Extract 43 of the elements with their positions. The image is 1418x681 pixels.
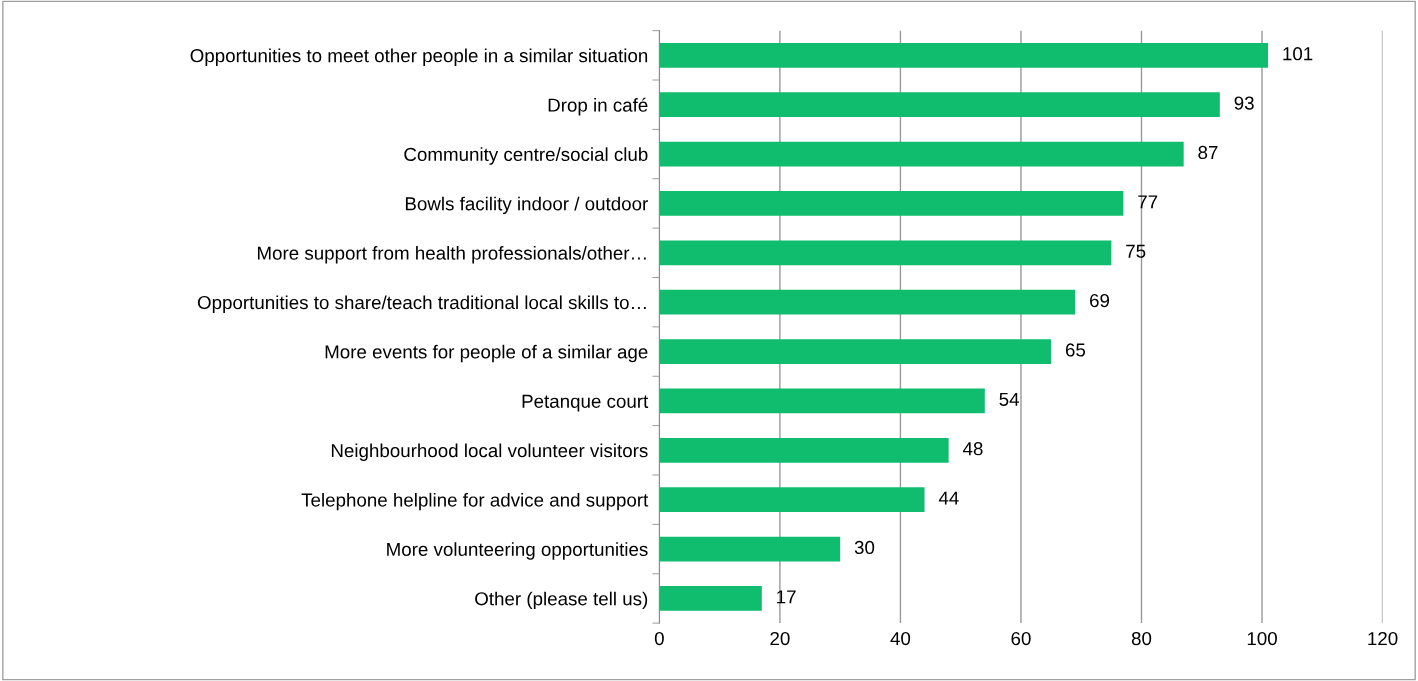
- data-label: 54: [999, 392, 1019, 406]
- data-label: 17: [777, 590, 796, 604]
- data-label: 101: [1283, 47, 1313, 61]
- y-tick-label: Telephone helpline for advice and support: [301, 492, 649, 511]
- bar: [659, 141, 1184, 167]
- bar: [659, 487, 925, 513]
- x-tick-label: 80: [1131, 631, 1152, 646]
- y-tick-label: Neighbourhood local volunteer visitors: [331, 443, 648, 461]
- y-tick-label: Opportunities to share/teach traditional local skills to…: [197, 295, 646, 313]
- x-tick-label: 20: [770, 631, 790, 646]
- y-tick-label: More support from health professionals/other…: [257, 246, 646, 264]
- x-tick-label: 100: [1247, 631, 1277, 646]
- data-label: 75: [1126, 244, 1146, 258]
- bar: [659, 586, 762, 611]
- bar: [659, 388, 985, 414]
- y-tick-label: Petanque court: [522, 394, 649, 412]
- y-tick-label: Bowls facility indoor / outdoor: [405, 196, 648, 215]
- data-label: 44: [938, 491, 959, 505]
- x-tick-label: 120: [1368, 631, 1398, 646]
- data-label: 30: [854, 540, 875, 555]
- data-label: 87: [1198, 145, 1218, 160]
- y-tick-label: Other (please tell us): [475, 591, 648, 610]
- x-tick-label: 60: [1011, 631, 1031, 646]
- bar: [659, 191, 1124, 216]
- bar: [659, 42, 1269, 68]
- bar: [659, 536, 841, 562]
- data-label: 48: [962, 442, 983, 456]
- data-label: 77: [1138, 195, 1158, 209]
- data-label: 65: [1065, 343, 1086, 357]
- x-tick-label: 0: [654, 631, 664, 646]
- y-tick-label: More volunteering opportunities: [387, 542, 648, 560]
- bar: [659, 92, 1220, 118]
- y-tick-label: Community centre/social club: [404, 147, 648, 165]
- bar: [659, 240, 1112, 266]
- x-tick-label: 40: [890, 631, 911, 646]
- bar: [659, 437, 949, 463]
- y-tick-label: More events for people of a similar age: [325, 344, 648, 363]
- bar: [659, 289, 1076, 315]
- bar: [659, 339, 1052, 364]
- y-tick-label: Opportunities to meet other people in a similar situation: [190, 48, 648, 67]
- data-label: 69: [1090, 293, 1110, 308]
- y-tick-label: Drop in café: [548, 97, 648, 116]
- data-label: 93: [1234, 96, 1254, 110]
